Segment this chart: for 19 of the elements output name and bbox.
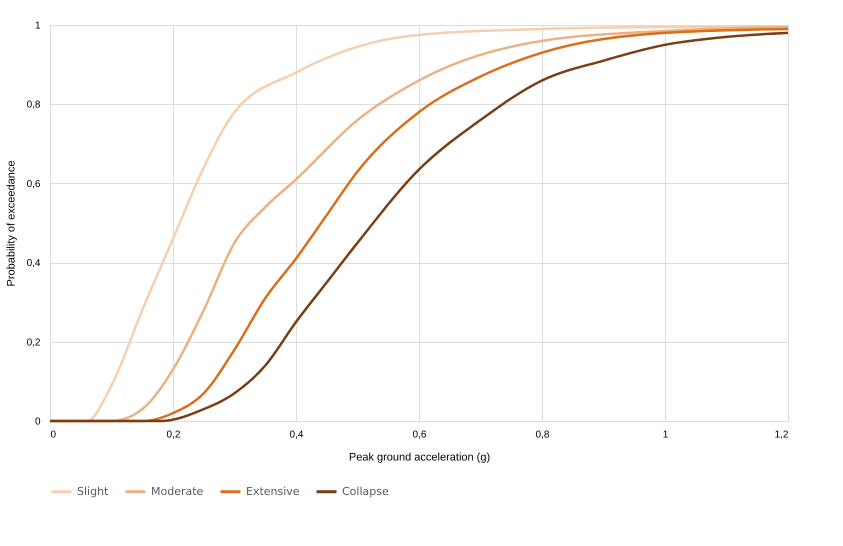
x-tick-label: 0,4 xyxy=(290,430,304,440)
x-tick-label: 0,6 xyxy=(412,430,427,440)
y-tick-label: 0,6 xyxy=(26,178,41,190)
x-tick-label: 1 xyxy=(662,430,669,440)
legend-label: Slight xyxy=(77,484,110,498)
x-tick-label: 0,2 xyxy=(166,430,181,440)
x-tick-label: 0 xyxy=(50,430,56,440)
y-tick-label: 0,8 xyxy=(26,100,41,111)
x-tick-label: 0,8 xyxy=(536,430,550,440)
x-axis-title: Peak ground acceleration (g) xyxy=(348,452,490,464)
legend-label: Extensive xyxy=(246,484,300,498)
y-tick-label: 0,2 xyxy=(26,337,41,348)
y-tick-label: 0 xyxy=(34,416,41,428)
y-axis-title: Probability of exceedance xyxy=(6,160,18,286)
legend-label: Collapse xyxy=(342,484,389,498)
y-tick-label: 0,4 xyxy=(26,258,41,270)
x-tick-label: 1,2 xyxy=(774,430,789,440)
legend-label: Moderate xyxy=(151,484,204,498)
y-tick-label: 1 xyxy=(34,20,41,32)
